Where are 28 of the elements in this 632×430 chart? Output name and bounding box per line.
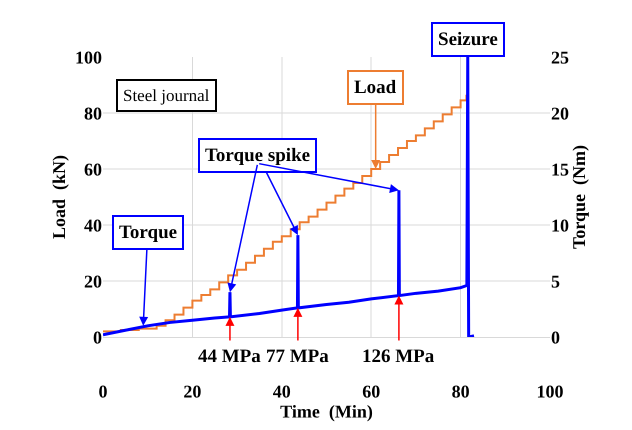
y2-tick-label: 20 bbox=[551, 103, 569, 124]
annotation: Torque bbox=[119, 222, 178, 243]
y-axis-title: Load (kN) bbox=[49, 154, 70, 240]
y2-tick-label: 15 bbox=[551, 159, 569, 180]
y-tick-label: 100 bbox=[75, 47, 102, 68]
x-tick-label: 80 bbox=[452, 382, 470, 402]
y-tick-label: 60 bbox=[84, 159, 102, 180]
y2-tick-label: 25 bbox=[551, 47, 569, 68]
x-tick-label: 40 bbox=[272, 382, 291, 402]
y2-tick-label: 0 bbox=[551, 327, 560, 348]
annotation: 126 MPa bbox=[362, 346, 435, 367]
annotation: Steel journal bbox=[123, 86, 210, 105]
y2-tick-label: 10 bbox=[551, 215, 569, 236]
y-tick-label: 20 bbox=[84, 271, 102, 292]
y2-axis-title: Torque (Nm) bbox=[569, 144, 590, 250]
y-tick-label: 0 bbox=[93, 327, 102, 348]
annotation: Torque spike bbox=[205, 145, 310, 166]
x-axis-title: Time (Min) bbox=[280, 402, 373, 422]
x-tick-label: 100 bbox=[536, 382, 564, 402]
y-tick-label: 80 bbox=[84, 103, 102, 124]
y-tick-label: 40 bbox=[84, 215, 102, 236]
annotation: 77 MPa bbox=[266, 346, 330, 367]
x-tick-label: 20 bbox=[183, 382, 202, 402]
annotation: 44 MPa bbox=[198, 346, 262, 367]
x-tick-label: 60 bbox=[362, 382, 380, 402]
annotation: Seizure bbox=[438, 29, 498, 50]
annotation: Load bbox=[354, 77, 397, 98]
y2-tick-label: 5 bbox=[551, 271, 560, 292]
